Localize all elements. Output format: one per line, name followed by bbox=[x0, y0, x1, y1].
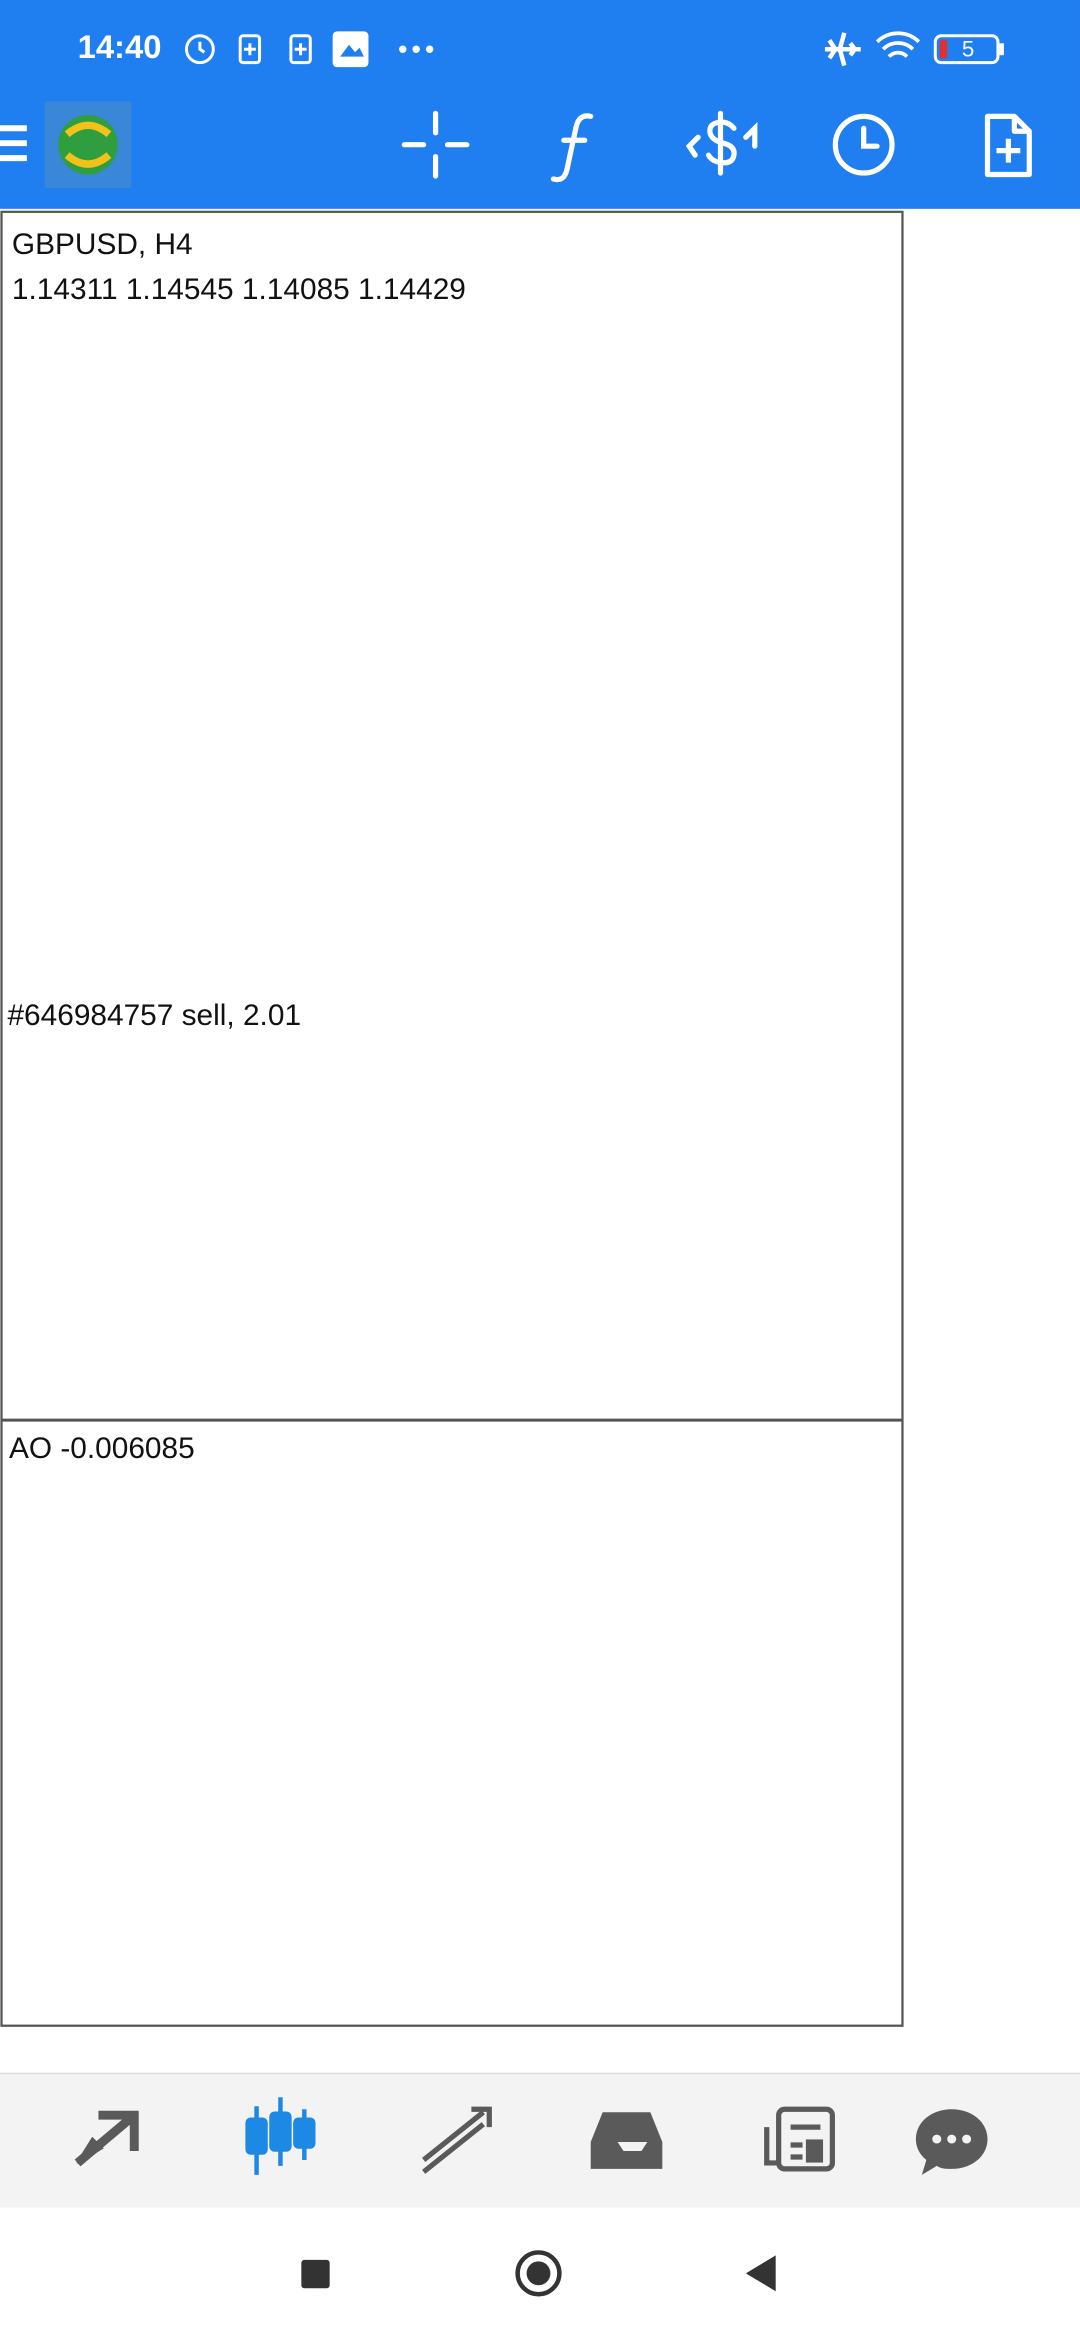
app-header bbox=[0, 0, 1080, 209]
status-more bbox=[399, 45, 434, 53]
menu-button[interactable] bbox=[0, 125, 27, 162]
nav-news[interactable] bbox=[764, 2106, 835, 2172]
home-button[interactable] bbox=[515, 2250, 562, 2297]
battery-icon bbox=[933, 34, 1000, 65]
new-order-button[interactable] bbox=[984, 113, 1032, 178]
battery-level bbox=[939, 40, 948, 59]
nav-trade[interactable] bbox=[422, 2106, 492, 2174]
chart-frame[interactable] bbox=[0, 210, 904, 2027]
order-label: #646984757 sell, 2.01 bbox=[7, 999, 301, 1032]
recents-button[interactable] bbox=[301, 2259, 330, 2289]
wifi-icon bbox=[875, 31, 921, 59]
app-icon-arrows bbox=[64, 121, 112, 168]
status-icons bbox=[184, 31, 369, 68]
indicators-button[interactable] bbox=[550, 113, 594, 183]
battery-percent: 5 bbox=[962, 37, 974, 62]
ohlc-label: 1.14311 1.14545 1.14085 1.14429 bbox=[12, 273, 466, 306]
chart-title: GBPUSD, H4 bbox=[12, 228, 193, 261]
indicator-label: AO -0.006085 bbox=[9, 1432, 195, 1465]
nav-history[interactable] bbox=[590, 2112, 663, 2169]
nav-chart[interactable] bbox=[245, 2097, 316, 2175]
trade-button[interactable] bbox=[685, 110, 758, 176]
status-time: 14:40 bbox=[78, 28, 162, 65]
back-button[interactable] bbox=[745, 2255, 776, 2292]
airplane-icon bbox=[824, 32, 861, 67]
crosshair-button[interactable] bbox=[401, 110, 470, 179]
nav-quotes[interactable] bbox=[74, 2110, 139, 2167]
period-button[interactable] bbox=[832, 113, 895, 176]
nav-chat[interactable] bbox=[915, 2109, 988, 2175]
bottom-nav bbox=[0, 2073, 1080, 2208]
battery-tip bbox=[999, 43, 1004, 56]
home-button-dot bbox=[526, 2261, 551, 2286]
